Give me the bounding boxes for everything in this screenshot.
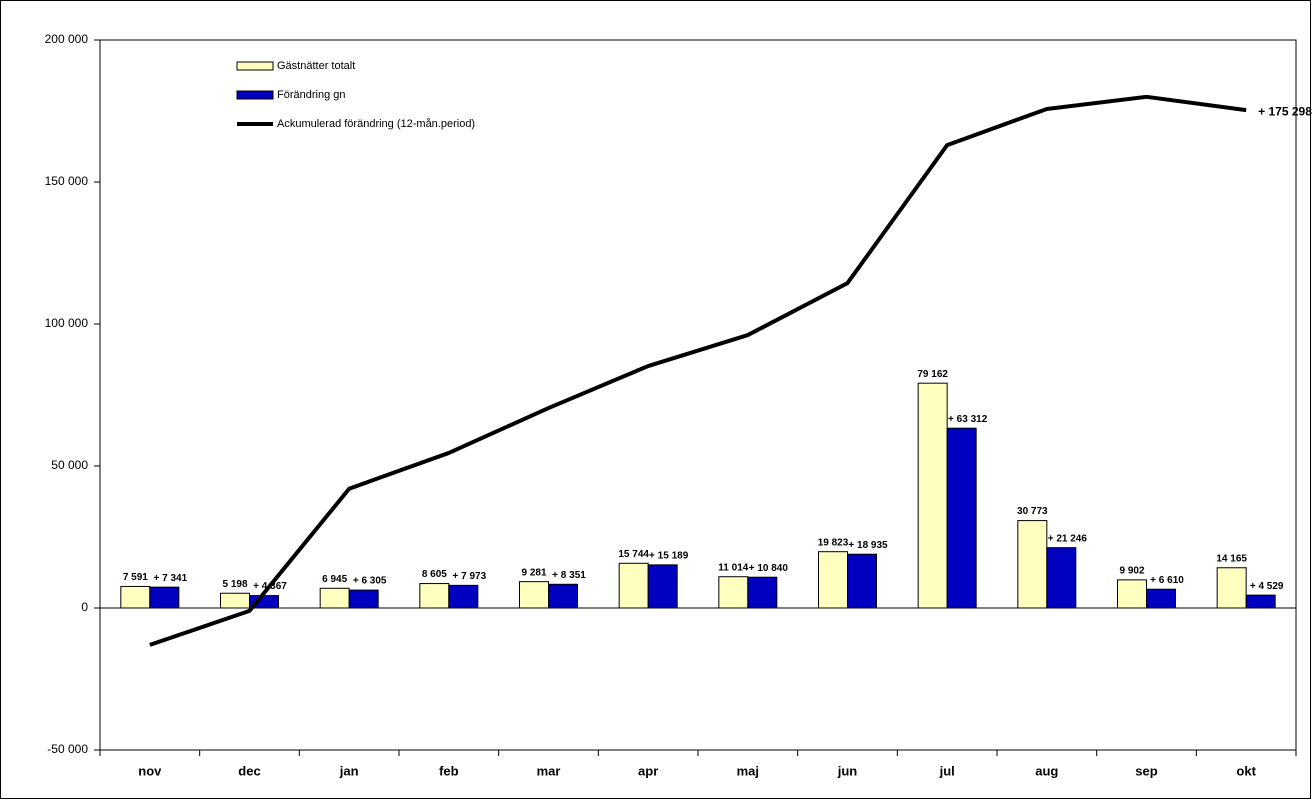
data-label: 30 773	[1017, 506, 1048, 517]
bar	[647, 564, 678, 609]
data-label: + 6 305	[353, 576, 387, 587]
data-label: + 8 351	[552, 570, 586, 581]
x-tick-label: dec	[238, 763, 260, 778]
plot-area	[99, 39, 1297, 751]
data-label: + 18 935	[848, 540, 888, 551]
bar	[917, 382, 948, 609]
data-label: + 7 341	[154, 573, 188, 584]
data-label: 5 198	[222, 579, 247, 590]
y-tick-label: 100 000	[45, 316, 89, 330]
data-label: 7 591	[123, 572, 148, 583]
bar	[1017, 520, 1048, 609]
data-label: 14 165	[1216, 553, 1247, 564]
bar	[319, 587, 350, 609]
bar	[1216, 567, 1247, 609]
x-tick-label: maj	[737, 763, 759, 778]
y-tick-label: 0	[81, 600, 88, 614]
x-tick-label: okt	[1236, 763, 1256, 778]
bar	[1245, 594, 1276, 609]
x-tick-label: sep	[1135, 763, 1157, 778]
data-label: 6 945	[322, 574, 347, 585]
x-tick-label: jun	[837, 763, 858, 778]
bar	[718, 576, 749, 609]
legend-label: Gästnätter totalt	[277, 60, 355, 72]
x-tick-label: jul	[939, 763, 955, 778]
legend-label: Ackumulerad förändring (12-mån.period)	[277, 118, 475, 130]
bar	[548, 583, 578, 609]
data-label: + 15 189	[649, 551, 689, 562]
x-tick-label: apr	[638, 763, 658, 778]
bar	[618, 562, 649, 609]
bar	[1146, 588, 1176, 609]
y-tick-label: 150 000	[45, 174, 89, 188]
bar	[1046, 547, 1077, 609]
line	[149, 94, 1247, 647]
y-tick-label: 200 000	[45, 32, 89, 46]
bar	[747, 576, 778, 609]
data-label: 9 281	[521, 567, 546, 578]
x-tick-label: mar	[537, 763, 561, 778]
bar	[120, 585, 151, 609]
bar	[448, 584, 479, 609]
legend-label: Förändring gn	[277, 89, 346, 101]
data-label: 9 902	[1119, 566, 1144, 577]
y-tick-label: 50 000	[51, 458, 88, 472]
x-tick-label: feb	[439, 763, 459, 778]
x-tick-label: jan	[339, 763, 359, 778]
legend-swatch	[236, 90, 274, 100]
data-label: + 10 840	[749, 563, 789, 574]
data-label: + 6 610	[1150, 575, 1184, 586]
bar	[946, 427, 977, 609]
data-label: + 4 529	[1250, 581, 1284, 592]
bar	[149, 586, 180, 609]
bar	[419, 583, 450, 609]
data-label: + 63 312	[948, 414, 988, 425]
bar	[1117, 579, 1147, 609]
data-label: 15 744	[618, 549, 649, 560]
data-label: + 7 973	[453, 571, 487, 582]
data-label: + 175 298	[1258, 104, 1312, 118]
bar	[818, 551, 848, 609]
bar	[847, 553, 877, 609]
y-tick-label: -50 000	[47, 742, 88, 756]
data-label: 79 162	[917, 369, 948, 380]
bar	[519, 581, 549, 609]
bar	[348, 589, 379, 609]
x-tick-label: aug	[1035, 763, 1058, 778]
data-label: 11 014	[718, 562, 748, 573]
data-label: 19 823	[818, 537, 849, 548]
bar	[220, 592, 250, 609]
data-label: 8 605	[422, 569, 447, 580]
x-tick-label: nov	[138, 763, 162, 778]
data-label: + 21 246	[1048, 533, 1088, 544]
legend-swatch	[236, 61, 274, 71]
